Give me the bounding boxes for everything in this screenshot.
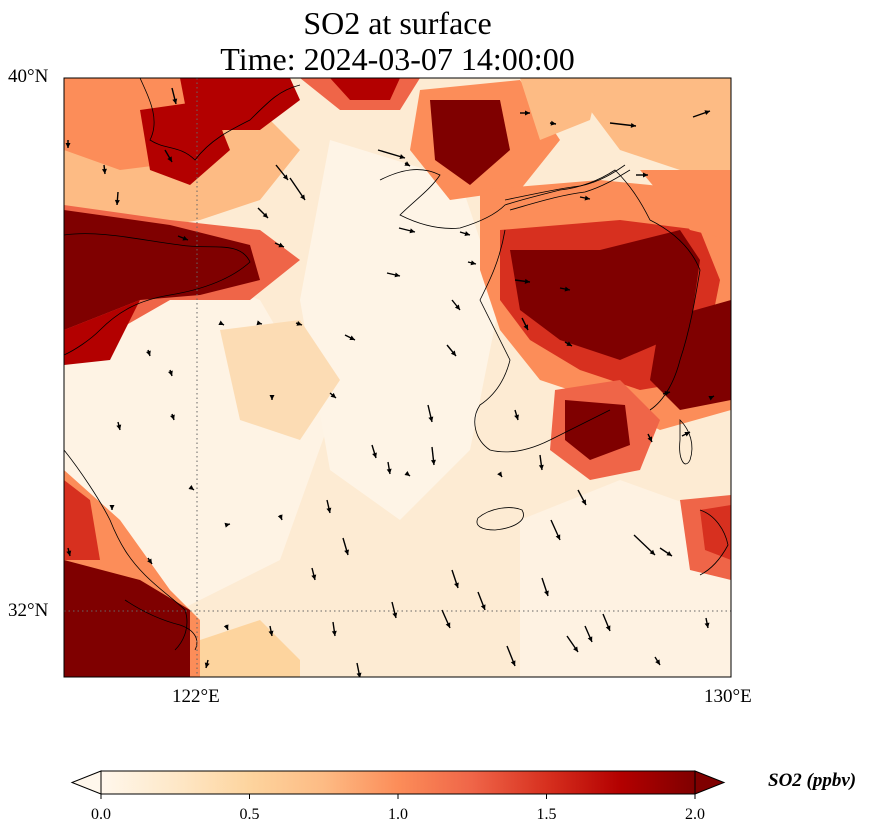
wind-arrow-head bbox=[282, 174, 288, 180]
lat-tick-32: 32°N bbox=[8, 600, 49, 621]
wind-arrow-head bbox=[394, 272, 400, 278]
wind-arrow-head bbox=[66, 550, 72, 556]
wind-arrow-head bbox=[262, 212, 268, 218]
wind-arrow-head bbox=[445, 622, 451, 628]
colorbar-tick-0: 0.0 bbox=[91, 806, 111, 823]
wind-arrow-head bbox=[70, 72, 75, 78]
wind-arrow-head bbox=[605, 625, 611, 631]
wind-arrow-head bbox=[146, 350, 151, 356]
wind-arrow-head bbox=[649, 549, 655, 555]
wind-arrow-head bbox=[708, 396, 714, 401]
lon-tick-130: 130°E bbox=[704, 686, 752, 707]
wind-arrow-head bbox=[664, 390, 670, 396]
wind-arrow-head bbox=[114, 199, 120, 205]
wind-arrow-head bbox=[523, 324, 528, 330]
wind-arrow-head bbox=[300, 194, 305, 200]
wind-arrow-head bbox=[167, 156, 172, 162]
colorbar-label: SO2 (ppbv) bbox=[768, 770, 857, 791]
wind-arrow-head bbox=[497, 471, 502, 477]
wind-arrow-head bbox=[704, 622, 710, 628]
coastlines bbox=[64, 78, 729, 651]
colorbar bbox=[70, 770, 726, 799]
so2-field bbox=[64, 78, 731, 677]
wind-arrow-head bbox=[331, 630, 337, 636]
wind-arrow-head bbox=[454, 304, 460, 310]
wind-arrow-head bbox=[223, 624, 229, 630]
wind-arrow-head bbox=[218, 320, 224, 325]
wind-arrow-head bbox=[147, 558, 152, 564]
wind-arrow-head bbox=[404, 161, 410, 166]
wind-arrow-head bbox=[584, 195, 590, 201]
map-frame bbox=[63, 77, 732, 678]
wind-arrow-head bbox=[269, 395, 275, 400]
wind-arrow-head bbox=[170, 414, 175, 420]
wind-arrow-head bbox=[454, 582, 459, 588]
wind-arrow-head bbox=[311, 574, 317, 580]
wind-arrow-head bbox=[510, 660, 516, 666]
wind-arrow-head bbox=[430, 459, 436, 465]
wind-arrow bbox=[73, 78, 74, 79]
wind-arrow-head bbox=[330, 392, 336, 398]
wind-arrow-head bbox=[168, 370, 173, 376]
wind-arrow-head bbox=[344, 549, 349, 555]
wind-arrow-head bbox=[524, 278, 530, 284]
wind-arrow-head bbox=[538, 464, 544, 470]
wind-arrow-head bbox=[514, 414, 519, 420]
colorbar-tick-2: 1.0 bbox=[388, 806, 408, 823]
wind-arrow-head bbox=[326, 507, 332, 513]
wind-arrow-head bbox=[356, 672, 362, 677]
wind-arrow-head bbox=[550, 120, 556, 126]
wind-arrow-head bbox=[464, 231, 470, 236]
wind-arrow-head bbox=[525, 110, 530, 116]
colorbar-tick-4: 2.0 bbox=[685, 806, 705, 823]
lon-tick-122: 122°E bbox=[172, 686, 220, 707]
wind-arrow-head bbox=[296, 321, 302, 326]
wind-arrow-head bbox=[630, 122, 636, 128]
wind-arrow-head bbox=[470, 260, 476, 266]
wind-arrow-head bbox=[581, 499, 586, 505]
wind-arrow-head bbox=[409, 228, 415, 234]
wind-arrow-head bbox=[392, 612, 398, 618]
colorbar-tick-3: 1.5 bbox=[536, 806, 557, 823]
wind-arrow-head bbox=[386, 468, 392, 474]
wind-arrow-head bbox=[399, 154, 405, 159]
wind-vectors bbox=[65, 72, 715, 677]
wind-arrow-head bbox=[116, 424, 122, 430]
map-title: SO2 at surface bbox=[303, 5, 492, 41]
wind-arrow-head bbox=[268, 630, 274, 636]
wind-arrow-head bbox=[256, 320, 262, 326]
wind-arrow-head bbox=[555, 534, 561, 540]
wind-arrow-head bbox=[188, 485, 194, 490]
wind-arrow-head bbox=[349, 335, 355, 340]
wind-arrow-head bbox=[224, 522, 230, 528]
map-time: Time: 2024-03-07 14:00:00 bbox=[220, 41, 575, 77]
lat-tick-40: 40°N bbox=[8, 66, 49, 87]
wind-arrow-head bbox=[450, 350, 456, 356]
wind-arrow-head bbox=[564, 286, 570, 292]
wind-arrow-head bbox=[372, 452, 377, 458]
colorbar-tick-1: 0.5 bbox=[239, 806, 260, 823]
wind-arrow-head bbox=[101, 168, 107, 174]
wind-arrow-head bbox=[65, 143, 71, 148]
wind-arrow-head bbox=[587, 636, 593, 642]
wind-arrow-head bbox=[182, 235, 188, 241]
wind-arrow-head bbox=[109, 505, 115, 510]
wind-arrow-head bbox=[544, 590, 549, 596]
wind-arrow-head bbox=[277, 514, 283, 520]
wind-arrow-head bbox=[704, 110, 710, 116]
wind-arrow-head bbox=[428, 416, 434, 422]
wind-arrow-head bbox=[647, 436, 652, 442]
wind-arrow-head bbox=[404, 471, 410, 476]
wind-arrow-head bbox=[655, 659, 660, 665]
wind-arrow-head bbox=[204, 662, 210, 668]
wind-arrow-head bbox=[480, 604, 486, 610]
wind-arrow-head bbox=[278, 242, 284, 248]
wind-arrow-head bbox=[666, 551, 672, 556]
wind-arrow-head bbox=[172, 98, 178, 104]
wind-arrow-head bbox=[566, 341, 572, 346]
wind-arrow-head bbox=[573, 646, 578, 652]
wind-arrow-head bbox=[643, 172, 648, 178]
wind-arrow-head bbox=[684, 432, 690, 437]
